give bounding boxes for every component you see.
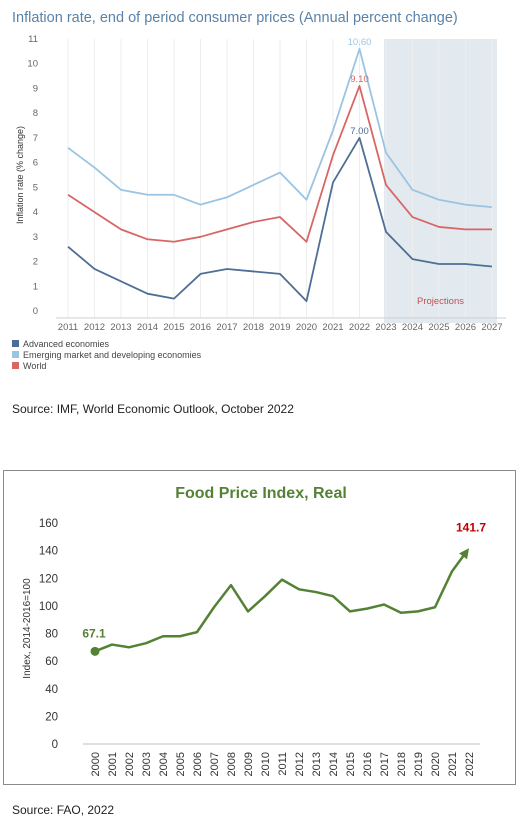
x-tick-label: 2020 (430, 752, 442, 776)
x-tick-label: 2011 (277, 752, 289, 776)
y-axis-label: Inflation rate (% change) (15, 126, 25, 224)
y-tick-label: 0 (33, 306, 38, 317)
x-tick-label: 2016 (362, 752, 374, 776)
y-tick-label: 6 (33, 158, 38, 169)
y-tick-label: 1 (33, 281, 38, 292)
y-axis-label: Index, 2014-2016=100 (22, 578, 33, 679)
chart2-title: Food Price Index, Real (175, 485, 347, 502)
x-tick-label: 2003 (141, 752, 153, 776)
x-tick-label: 2017 (216, 322, 237, 333)
legend-entry: Emerging market and developing economies (23, 350, 202, 360)
end-value-label: 141.7 (456, 520, 486, 534)
x-tick-label: 2000 (90, 752, 102, 776)
x-tick-label: 2027 (481, 322, 502, 333)
x-tick-label: 2014 (328, 752, 340, 776)
x-tick-label: 2019 (269, 322, 290, 333)
chart2-source: Source: FAO, 2022 (12, 803, 115, 817)
x-tick-label: 2007 (209, 752, 221, 776)
x-tick-label: 2021 (447, 752, 459, 776)
x-tick-label: 2002 (124, 752, 136, 776)
y-tick-label: 100 (39, 601, 58, 613)
x-tick-label: 2016 (190, 322, 211, 333)
x-tick-label: 2009 (243, 752, 255, 776)
y-tick-label: 120 (39, 573, 58, 585)
data-label: 9.10 (350, 74, 369, 85)
x-tick-label: 2018 (396, 752, 408, 776)
data-label: 7.00 (350, 126, 369, 137)
x-tick-label: 2015 (345, 752, 357, 776)
chart1-source: Source: IMF, World Economic Outlook, Oct… (12, 402, 294, 416)
x-tick-label: 2017 (379, 752, 391, 776)
chart1-title: Inflation rate, end of period consumer p… (12, 10, 458, 26)
data-label: 10.60 (348, 37, 372, 48)
x-tick-label: 2012 (294, 752, 306, 776)
x-tick-label: 2013 (311, 752, 323, 776)
x-tick-label: 2010 (260, 752, 272, 776)
projection-region (384, 39, 497, 323)
y-tick-label: 2 (33, 257, 38, 268)
inflation-chart: Inflation rate, end of period consumer p… (12, 10, 506, 371)
y-tick-label: 11 (28, 34, 38, 45)
y-tick-label: 140 (39, 546, 58, 558)
x-tick-label: 2021 (322, 322, 343, 333)
y-tick-label: 10 (27, 59, 38, 70)
end-arrow-icon (459, 548, 469, 560)
series-line-world (67, 85, 492, 243)
legend-swatch (12, 351, 19, 358)
x-tick-label: 2026 (455, 322, 476, 333)
y-tick-label: 5 (33, 182, 38, 193)
x-tick-label: 2024 (402, 322, 423, 333)
y-tick-label: 3 (33, 232, 38, 243)
x-tick-label: 2004 (158, 752, 170, 776)
legend-entry: Advanced economies (23, 339, 110, 349)
y-tick-label: 160 (39, 518, 58, 530)
y-tick-label: 0 (52, 739, 58, 751)
y-tick-label: 7 (33, 133, 38, 144)
projection-label: Projections (417, 296, 464, 307)
x-tick-label: 2023 (375, 322, 396, 333)
x-tick-label: 2015 (163, 322, 184, 333)
food-price-chart: Food Price Index, Real 0 20 40 60 80 100 120 140… (22, 485, 486, 776)
series-line-advanced-economies (67, 137, 493, 303)
x-tick-label: 2006 (192, 752, 204, 776)
y-tick-label: 8 (33, 108, 38, 119)
food-price-line (94, 553, 466, 653)
y-tick-label: 80 (45, 629, 58, 641)
legend-entry: World (23, 361, 46, 371)
x-tick-label: 2001 (107, 752, 119, 776)
x-tick-label: 2022 (464, 752, 476, 776)
start-value-label: 67.1 (82, 626, 106, 640)
y-tick-label: 60 (45, 656, 58, 668)
x-tick-label: 2019 (413, 752, 425, 776)
x-tick-label: 2022 (349, 322, 370, 333)
food-price-chart-frame (3, 470, 516, 785)
x-tick-label: 2005 (175, 752, 187, 776)
x-tick-label: 2011 (58, 322, 78, 333)
series-line-emerging-market-and-developing-economies (67, 47, 493, 209)
y-tick-label: 40 (45, 684, 58, 696)
legend-swatch (12, 340, 19, 347)
x-tick-label: 2012 (84, 322, 105, 333)
y-tick-label: 4 (33, 207, 38, 218)
x-tick-label: 2008 (226, 752, 238, 776)
x-tick-label: 2013 (110, 322, 131, 333)
legend-swatch (12, 362, 19, 369)
y-tick-label: 9 (33, 83, 38, 94)
x-tick-label: 2014 (137, 322, 158, 333)
y-tick-label: 20 (45, 711, 58, 723)
x-tick-label: 2020 (296, 322, 317, 333)
start-point-marker (90, 646, 100, 656)
x-tick-label: 2018 (243, 322, 264, 333)
x-tick-label: 2025 (428, 322, 449, 333)
